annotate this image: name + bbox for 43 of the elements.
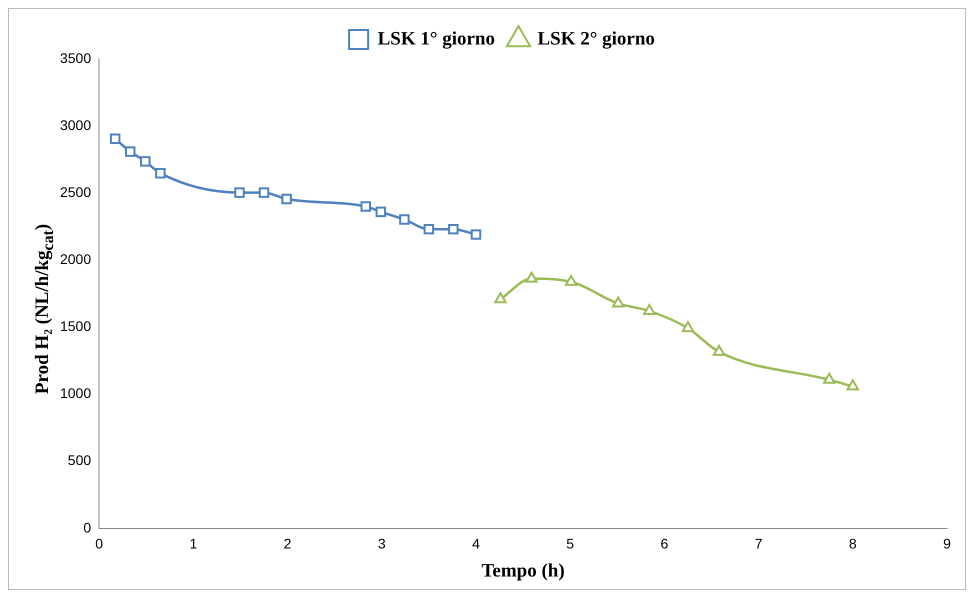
legend-label: LSK 2° giorno [538,28,655,50]
point [399,214,410,225]
point [525,272,538,283]
point [564,274,578,286]
point [234,187,245,198]
point [494,292,507,304]
point [448,224,459,234]
x-tick-label: 9 [943,536,952,552]
y-tick-label: 2500 [60,184,92,200]
legend-label: LSK 1° giorno [378,28,496,50]
y-tick-label: 3000 [60,116,92,133]
x-tick-label: 4 [472,536,480,552]
x-tick-label: 3 [378,536,386,552]
point [424,224,434,234]
point [846,379,859,390]
x-tick-label: 7 [754,536,763,552]
point [712,344,726,356]
y-tick-label: 0 [83,519,92,536]
x-axis-title: Tempo (h) [481,560,565,582]
point [110,134,120,144]
y-tick-label: 2000 [60,251,92,268]
point [360,201,371,212]
x-tick-label: 0 [95,536,104,552]
y-tick-label: 1500 [60,318,92,334]
x-tick-label: 8 [848,536,857,552]
x-tick-label: 2 [284,536,292,552]
point [682,321,694,332]
point [258,187,270,198]
point [376,206,386,218]
point [470,229,482,240]
y-tick-label: 1000 [60,385,92,402]
point [612,296,624,308]
point [124,146,136,157]
point [281,194,292,204]
point [643,304,656,315]
y-tick-label: 3500 [60,50,92,66]
point [823,372,836,384]
x-tick-label: 5 [566,536,574,552]
x-tick-label: 1 [189,536,198,552]
point [155,168,166,179]
x-tick-label: 6 [660,536,668,552]
y-tick-label: 500 [68,452,92,468]
point [140,156,151,167]
